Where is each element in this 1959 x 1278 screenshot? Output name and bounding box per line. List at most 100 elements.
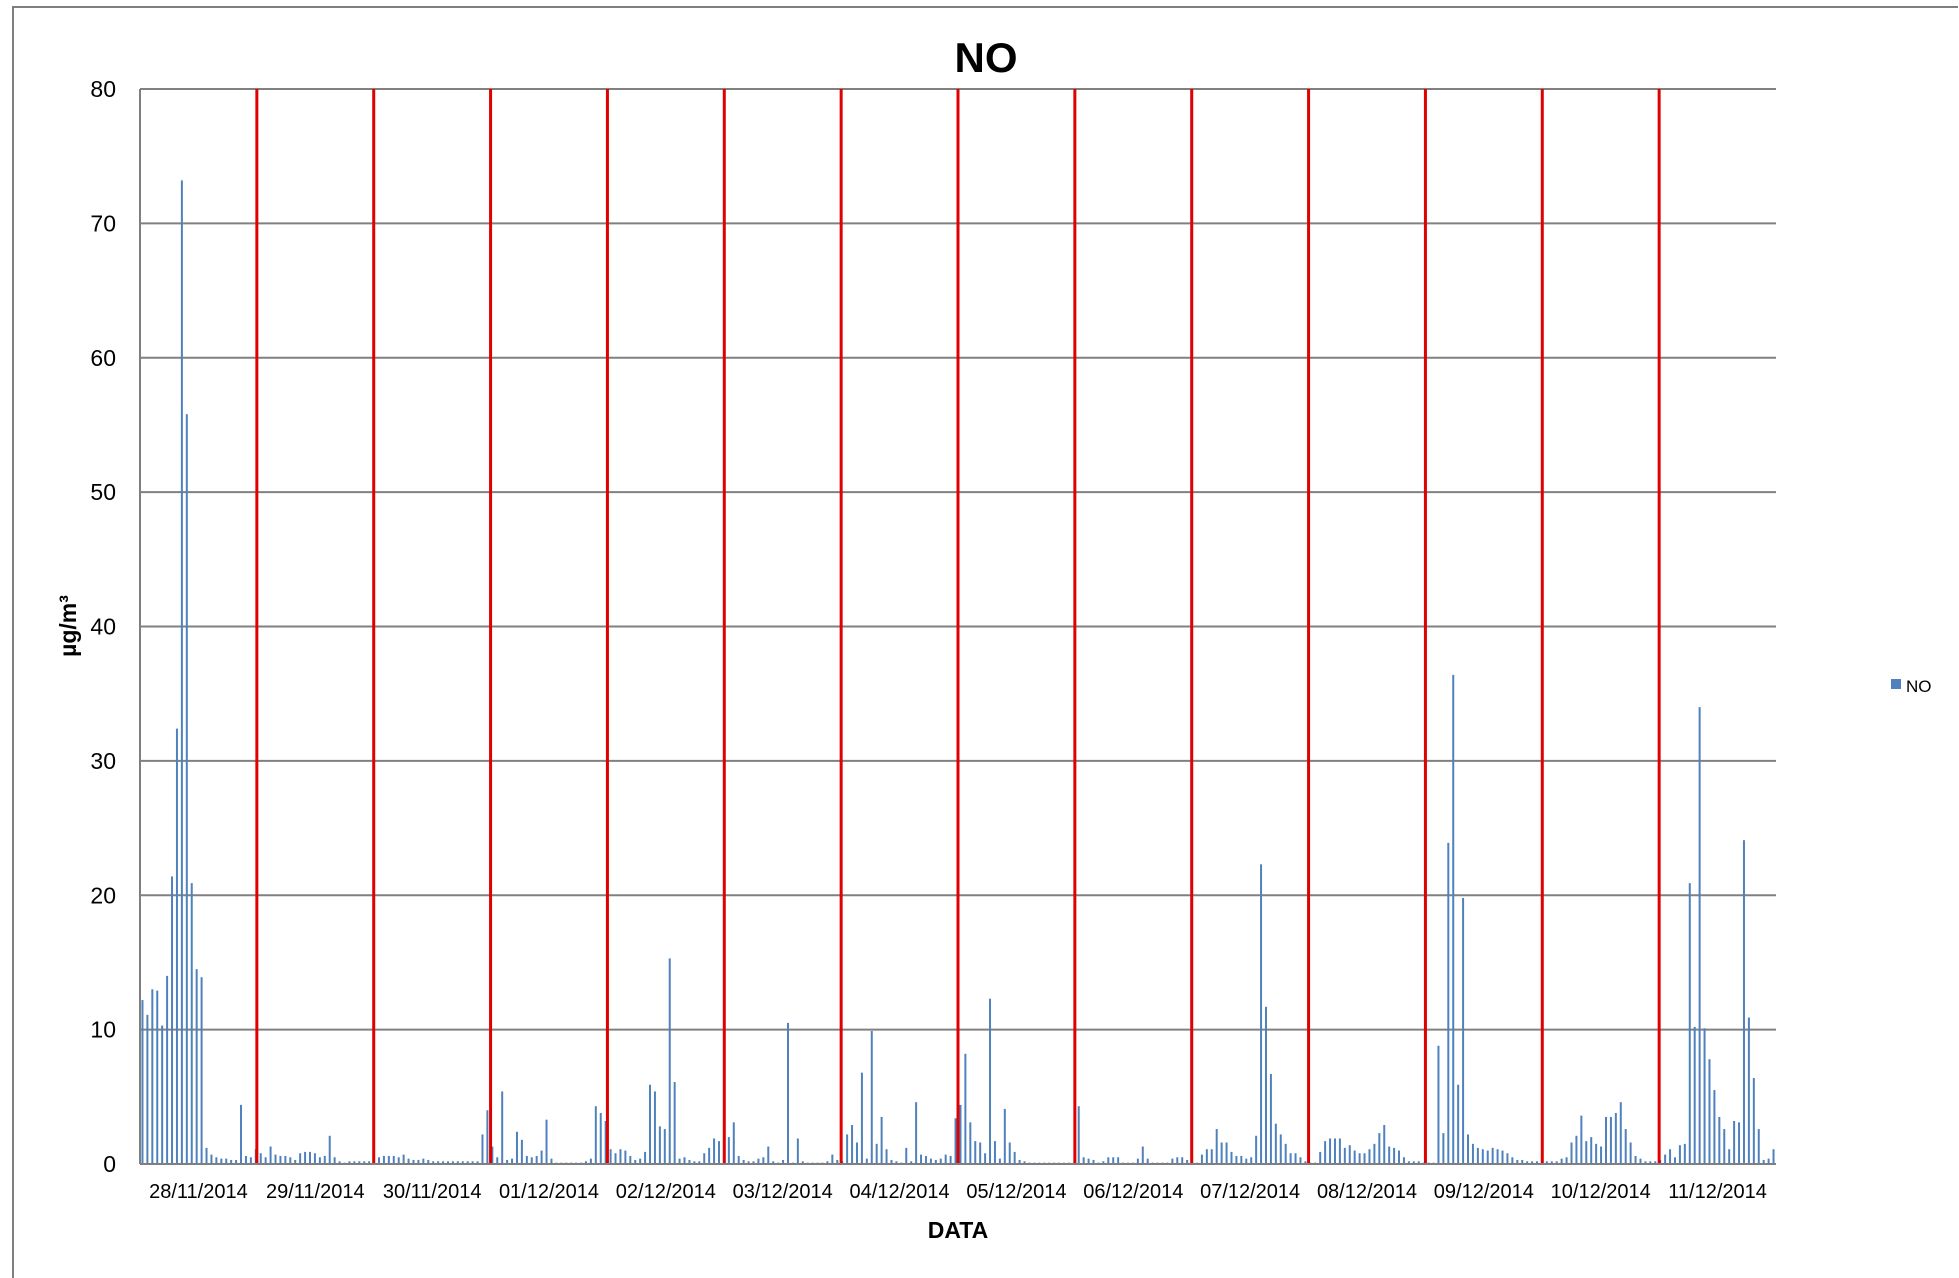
bar	[1609, 1116, 1612, 1164]
bar	[737, 1155, 740, 1164]
legend-swatch	[1891, 679, 1901, 689]
bar	[269, 1146, 272, 1164]
bar	[663, 1129, 666, 1164]
bar	[1230, 1151, 1233, 1164]
bar	[1575, 1135, 1578, 1164]
y-tick-label: 50	[90, 479, 116, 505]
bar	[1235, 1155, 1238, 1164]
bar	[1299, 1157, 1302, 1164]
bar	[1250, 1157, 1253, 1164]
y-tick-label: 40	[90, 614, 116, 640]
x-tick-label: 02/12/2014	[616, 1181, 716, 1203]
bar	[520, 1139, 523, 1164]
bar	[1023, 1161, 1026, 1164]
bar	[358, 1161, 361, 1164]
bar	[1600, 1146, 1603, 1164]
bar	[1713, 1090, 1716, 1164]
bar	[870, 1030, 873, 1164]
chart-frame	[12, 6, 1958, 1278]
bar	[215, 1157, 218, 1164]
bar	[338, 1161, 341, 1164]
bar	[1412, 1161, 1415, 1164]
bar	[1683, 1143, 1686, 1164]
bar	[244, 1155, 247, 1164]
bar	[1718, 1116, 1721, 1164]
bar	[1570, 1142, 1573, 1164]
bars	[141, 180, 1775, 1164]
x-tick-label: 09/12/2014	[1434, 1181, 1534, 1203]
bar	[535, 1155, 538, 1164]
bar	[1624, 1129, 1627, 1164]
bar	[1003, 1108, 1006, 1164]
bar	[1545, 1161, 1548, 1164]
bar	[1550, 1161, 1553, 1164]
legend-label: NO	[1906, 677, 1932, 696]
bar	[190, 883, 193, 1164]
bar	[944, 1154, 947, 1164]
bar	[166, 975, 169, 1164]
bar	[446, 1161, 449, 1164]
bar	[747, 1161, 750, 1164]
bar	[1678, 1145, 1681, 1164]
bar	[929, 1158, 932, 1164]
bar	[294, 1159, 297, 1164]
bar	[1200, 1154, 1203, 1164]
bar	[1279, 1134, 1282, 1164]
bar	[540, 1150, 543, 1164]
bar	[855, 1142, 858, 1164]
bar	[1294, 1153, 1297, 1164]
bar	[1501, 1150, 1504, 1164]
bar	[1112, 1157, 1115, 1164]
bar	[501, 1091, 504, 1164]
y-tick-label: 60	[90, 345, 116, 371]
bar	[220, 1158, 223, 1164]
bar	[767, 1146, 770, 1164]
bar	[506, 1159, 509, 1164]
bar	[1437, 1045, 1440, 1164]
bar	[939, 1158, 942, 1164]
bar	[658, 1126, 661, 1164]
bar	[920, 1154, 923, 1164]
bar	[979, 1142, 982, 1164]
x-tick-label: 08/12/2014	[1317, 1181, 1417, 1203]
bar	[752, 1161, 755, 1164]
bar	[786, 1022, 789, 1164]
bar	[846, 1134, 849, 1164]
x-tick-label: 01/12/2014	[499, 1181, 599, 1203]
bar	[703, 1153, 706, 1164]
bar	[171, 876, 174, 1164]
bar	[1708, 1059, 1711, 1164]
bar	[1457, 1084, 1460, 1164]
bar	[1442, 1133, 1445, 1164]
bar	[412, 1159, 415, 1164]
bar	[363, 1161, 366, 1164]
bar	[442, 1161, 445, 1164]
bar	[732, 1122, 735, 1164]
x-tick-label: 06/12/2014	[1083, 1181, 1183, 1203]
bar	[831, 1154, 834, 1164]
bar	[683, 1157, 686, 1164]
bar	[708, 1147, 711, 1164]
bar	[240, 1104, 243, 1164]
bar	[1669, 1149, 1672, 1164]
bar	[284, 1155, 287, 1164]
y-tick-label: 30	[90, 748, 116, 774]
bar	[1348, 1145, 1351, 1164]
bar	[949, 1155, 952, 1164]
bar	[328, 1135, 331, 1164]
bar	[1338, 1138, 1341, 1164]
bar	[1536, 1161, 1539, 1164]
bar	[1087, 1158, 1090, 1164]
bar	[274, 1154, 277, 1164]
bar	[796, 1138, 799, 1164]
x-tick-label: 05/12/2014	[966, 1181, 1066, 1203]
bar	[1693, 1026, 1696, 1164]
bar	[1358, 1153, 1361, 1164]
bar	[604, 1121, 607, 1164]
bar	[432, 1161, 435, 1164]
bar	[249, 1157, 252, 1164]
bar	[1107, 1157, 1110, 1164]
bar	[353, 1161, 356, 1164]
bar	[1077, 1106, 1080, 1164]
bar	[491, 1146, 494, 1164]
